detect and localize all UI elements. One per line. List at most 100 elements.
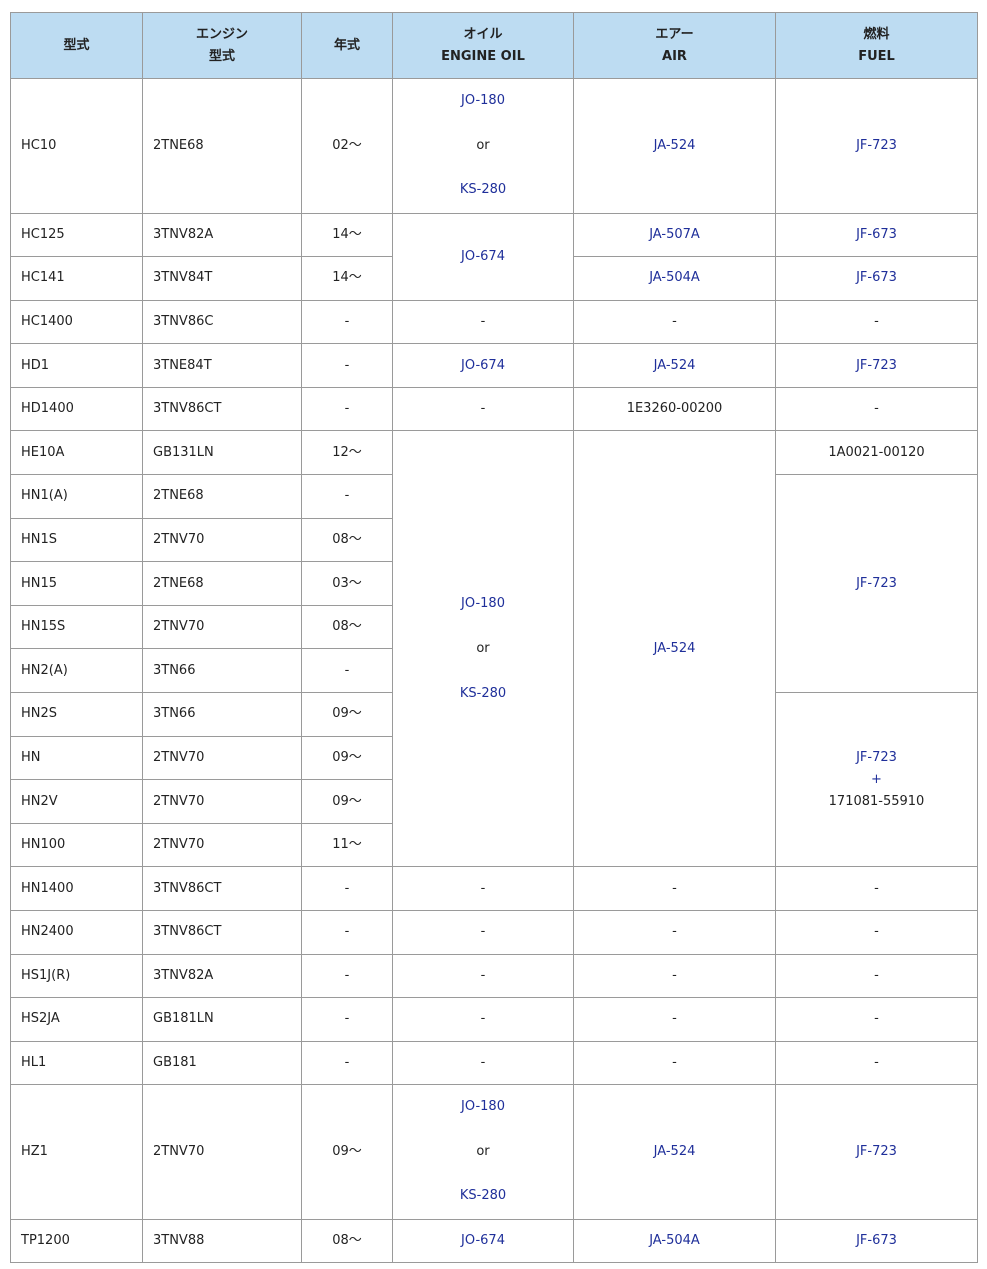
cell-text: 09〜: [332, 1143, 362, 1159]
cell-text: 08〜: [332, 1233, 362, 1249]
part-number-link[interactable]: JF-723: [856, 137, 897, 153]
table-row: HN100 2TNV70 11〜: [10, 822, 978, 868]
cell-text: 2TNE68: [153, 137, 204, 153]
column-header-label: AIR: [662, 48, 687, 64]
table-cell: 3TNV88: [142, 1218, 302, 1264]
table-cell: 2TNE68: [142, 561, 302, 606]
table-cell: 09〜: [301, 735, 393, 781]
cell-text: -: [480, 1055, 486, 1071]
cell-text: GB181LN: [153, 1011, 214, 1027]
cell-text: HN1400: [21, 880, 74, 896]
part-number-link[interactable]: JO-674: [461, 1233, 505, 1249]
table-cell: 11〜: [301, 822, 393, 868]
part-number-link[interactable]: JO-180: [461, 596, 505, 612]
table-cell: JA-524: [573, 1084, 776, 1220]
part-number-link[interactable]: KS-280: [459, 1188, 507, 1204]
table-cell: -: [775, 866, 978, 911]
cell-text: -: [874, 401, 879, 417]
part-number-link[interactable]: +: [871, 771, 882, 787]
table-cell: 3TNV86C: [142, 299, 302, 345]
cell-text: HC125: [21, 226, 65, 242]
table-cell: -: [775, 997, 978, 1042]
table-cell: 1E3260-00200: [573, 386, 776, 432]
part-number-link[interactable]: JF-723: [856, 749, 897, 765]
table-cell: JA-507A: [573, 212, 776, 258]
cell-text: 2TNV70: [153, 619, 205, 635]
table-cell: -: [775, 1040, 978, 1086]
table-cell: HN1(A): [10, 474, 143, 519]
table-cell: 2TNV70: [142, 822, 302, 868]
table-cell: -: [573, 910, 776, 955]
table-cell: 2TNV70: [142, 517, 302, 563]
cell-text: 3TN66: [153, 706, 196, 722]
table-cell: -: [392, 953, 574, 999]
table-cell: HN1S: [10, 517, 143, 563]
part-number-link[interactable]: JF-673: [856, 270, 897, 286]
table-row: HD1 3TNE84T - JO-674 JA-524 JF-723: [10, 343, 978, 388]
table-cell: 09〜: [301, 779, 393, 824]
table-row: HN1S 2TNV70 08〜: [10, 517, 978, 563]
part-number-link[interactable]: JO-674: [461, 357, 505, 373]
table-row: HE10A GB131LN 12〜 JO-180 or KS-280 JA-524 1A002…: [10, 430, 978, 868]
part-number-link[interactable]: JF-673: [856, 1233, 897, 1249]
part-number-link[interactable]: JA-507A: [649, 226, 700, 242]
table-cell: HN2V: [10, 779, 143, 824]
part-number-link[interactable]: JO-180: [461, 93, 505, 108]
table-cell: -: [301, 648, 393, 694]
table-cell: 09〜: [301, 692, 393, 737]
table-row: HN1400 3TNV86CT - - - -: [10, 866, 978, 911]
table-cell: 3TNV86CT: [142, 866, 302, 911]
table-cell: HN15: [10, 561, 143, 606]
table-cell: 3TNV86CT: [142, 910, 302, 955]
part-number-link[interactable]: JA-524: [653, 1143, 696, 1159]
part-number-link[interactable]: JA-524: [653, 640, 696, 656]
cell-text: -: [480, 924, 486, 940]
table-cell: 08〜: [301, 604, 393, 650]
table-cell: -: [301, 386, 393, 432]
cell-text: -: [672, 924, 677, 940]
table-cell: -: [775, 386, 978, 432]
cell-text: -: [672, 1011, 677, 1027]
cell-text: -: [874, 1055, 879, 1071]
cell-text: -: [344, 488, 350, 504]
part-number-link[interactable]: JF-723: [856, 357, 897, 373]
table-cell: -: [392, 386, 574, 432]
table-cell: 2TNE68: [142, 474, 302, 519]
table-cell: JF-723: [775, 1084, 978, 1220]
cell-text: 14〜: [332, 226, 362, 242]
part-number-link[interactable]: KS-280: [459, 686, 507, 702]
table-cell: JO-674: [392, 343, 574, 388]
cell-text: 3TNV86CT: [153, 924, 222, 940]
cell-text: HN15: [21, 575, 58, 591]
part-number-link[interactable]: KS-280: [459, 182, 507, 197]
part-number-link[interactable]: JA-524: [653, 357, 696, 373]
part-number-link[interactable]: JF-673: [856, 226, 897, 242]
part-number-link[interactable]: JO-180: [461, 1099, 505, 1115]
cell-text: HD1: [21, 357, 50, 373]
part-number-link[interactable]: JA-504A: [649, 1233, 700, 1249]
part-number-link[interactable]: JO-674: [461, 248, 505, 264]
table-cell: JO-180 or KS-280: [392, 430, 574, 868]
cell-text: HC1400: [21, 313, 73, 329]
table-cell: -: [573, 866, 776, 911]
part-number-link[interactable]: JA-504A: [649, 270, 700, 286]
table-cell: JO-180 or KS-280: [392, 1084, 574, 1220]
part-number-link[interactable]: JF-723: [856, 1143, 897, 1159]
cell-text: -: [344, 924, 350, 940]
cell-text: 12〜: [332, 444, 362, 460]
column-header-label: エンジン: [195, 26, 248, 42]
table-cell: 2TNV70: [142, 735, 302, 781]
cell-text: 3TNV86CT: [153, 401, 222, 417]
table-cell: -: [392, 299, 574, 345]
cell-text: HN100: [21, 837, 66, 853]
cell-text: TP1200: [21, 1233, 70, 1249]
part-number-link[interactable]: JA-524: [653, 137, 696, 153]
table-cell: JF-673: [775, 256, 978, 301]
cell-text: 2TNV70: [153, 1143, 205, 1159]
table-cell: -: [301, 866, 393, 911]
cell-text: HN1S: [21, 531, 58, 547]
table-cell: 3TNE84T: [142, 343, 302, 388]
table-row: HC141 3TNV84T 14〜 JA-504A JF-673: [10, 256, 978, 301]
cell-text: -: [344, 401, 350, 417]
part-number-link[interactable]: JF-723: [856, 575, 897, 591]
